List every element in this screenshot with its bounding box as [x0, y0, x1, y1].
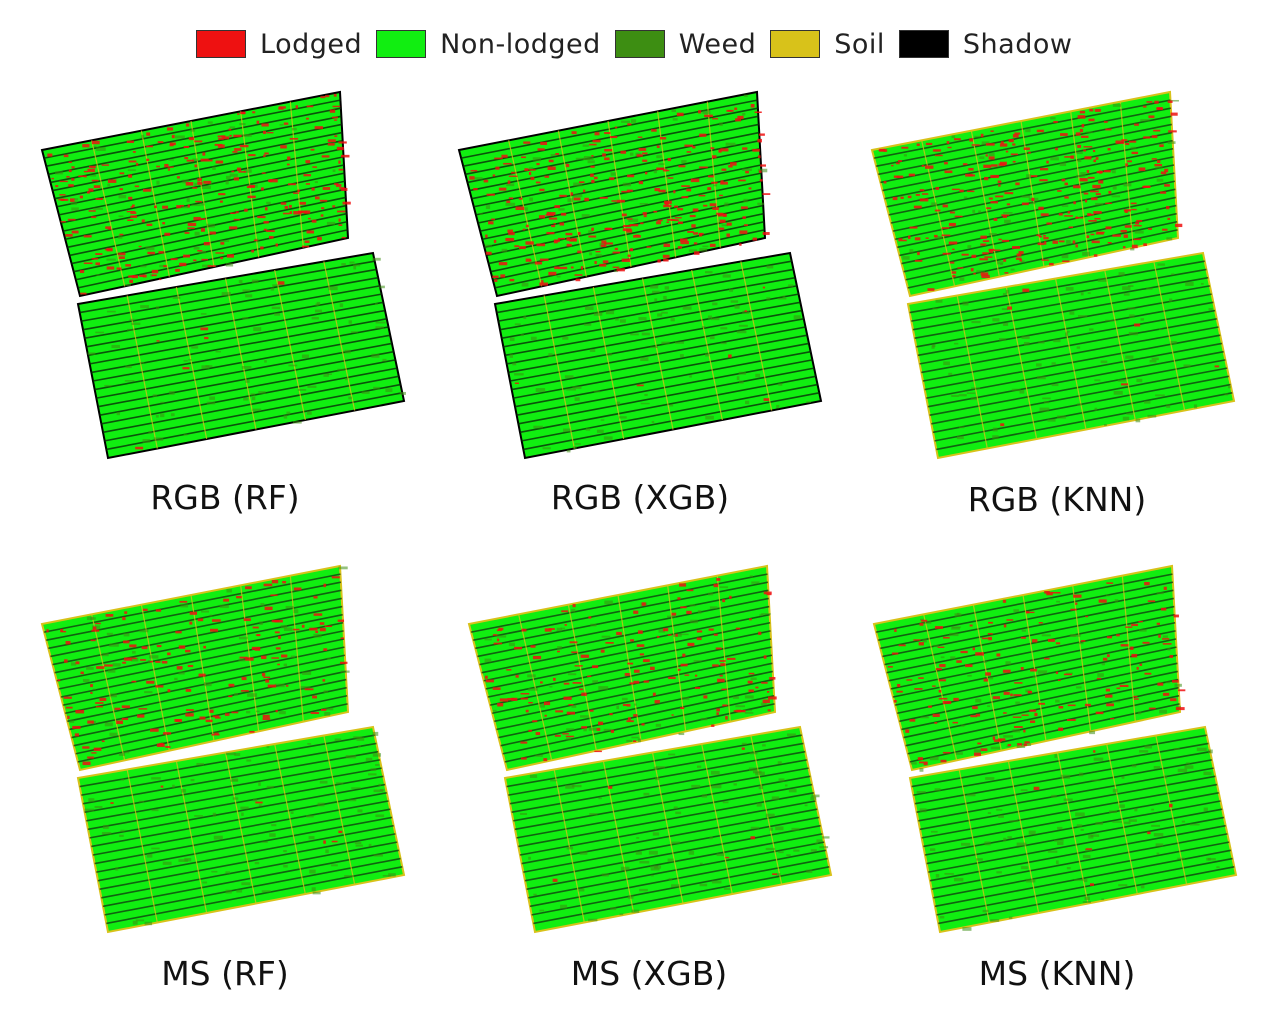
legend-swatch-weed	[614, 30, 665, 58]
legend-item-shadow: Shadow	[898, 28, 1073, 60]
caption-rgb-xgb: RGB (XGB)	[550, 478, 730, 517]
field-map-svg	[457, 90, 823, 460]
legend-swatch-shadow	[898, 30, 949, 58]
classification-map-rgb-xgb	[455, 88, 835, 473]
classification-map-rgb-knn	[868, 88, 1248, 473]
legend-label-weed: Weed	[678, 28, 757, 60]
classification-map-ms-knn	[870, 562, 1250, 947]
legend-label-lodged: Lodged	[260, 28, 363, 60]
field-block-south	[76, 251, 406, 460]
field-block-north	[457, 90, 771, 298]
classification-map-ms-rf	[38, 562, 418, 947]
field-block-south	[906, 251, 1236, 460]
legend-swatch-lodged	[196, 30, 246, 58]
legend-label-shadow: Shadow	[962, 28, 1073, 60]
field-map-svg	[870, 90, 1236, 460]
classification-map-ms-xgb	[465, 562, 845, 947]
field-map-svg	[467, 564, 833, 934]
caption-ms-xgb: MS (XGB)	[570, 954, 728, 993]
field-block-north	[467, 564, 777, 772]
field-map-svg	[40, 564, 406, 934]
legend: Lodged Non-lodged Weed Soil Shadow	[196, 26, 1116, 62]
legend-label-non-lodged: Non-lodged	[440, 28, 601, 60]
legend-item-non-lodged: Non-lodged	[376, 29, 601, 60]
legend-item-lodged: Lodged	[196, 29, 362, 60]
field-block-south	[493, 251, 823, 460]
field-block-north	[40, 90, 351, 298]
legend-label-soil: Soil	[834, 28, 885, 60]
classification-map-rgb-rf	[38, 88, 418, 473]
field-block-north	[40, 564, 350, 772]
field-block-south	[76, 725, 406, 934]
field-block-south	[503, 725, 833, 934]
legend-item-soil: Soil	[770, 29, 885, 60]
field-map-svg	[40, 90, 406, 460]
caption-rgb-rf: RGB (RF)	[150, 478, 300, 517]
field-map-svg	[872, 564, 1238, 934]
caption-rgb-knn: RGB (KNN)	[967, 480, 1147, 519]
field-block-north	[872, 564, 1186, 772]
field-block-south	[908, 725, 1238, 934]
caption-ms-knn: MS (KNN)	[978, 954, 1136, 993]
field-block-north	[870, 90, 1183, 298]
legend-swatch-non-lodged	[376, 30, 427, 58]
legend-item-weed: Weed	[614, 28, 757, 60]
legend-swatch-soil	[770, 30, 821, 58]
caption-ms-rf: MS (RF)	[161, 954, 289, 993]
